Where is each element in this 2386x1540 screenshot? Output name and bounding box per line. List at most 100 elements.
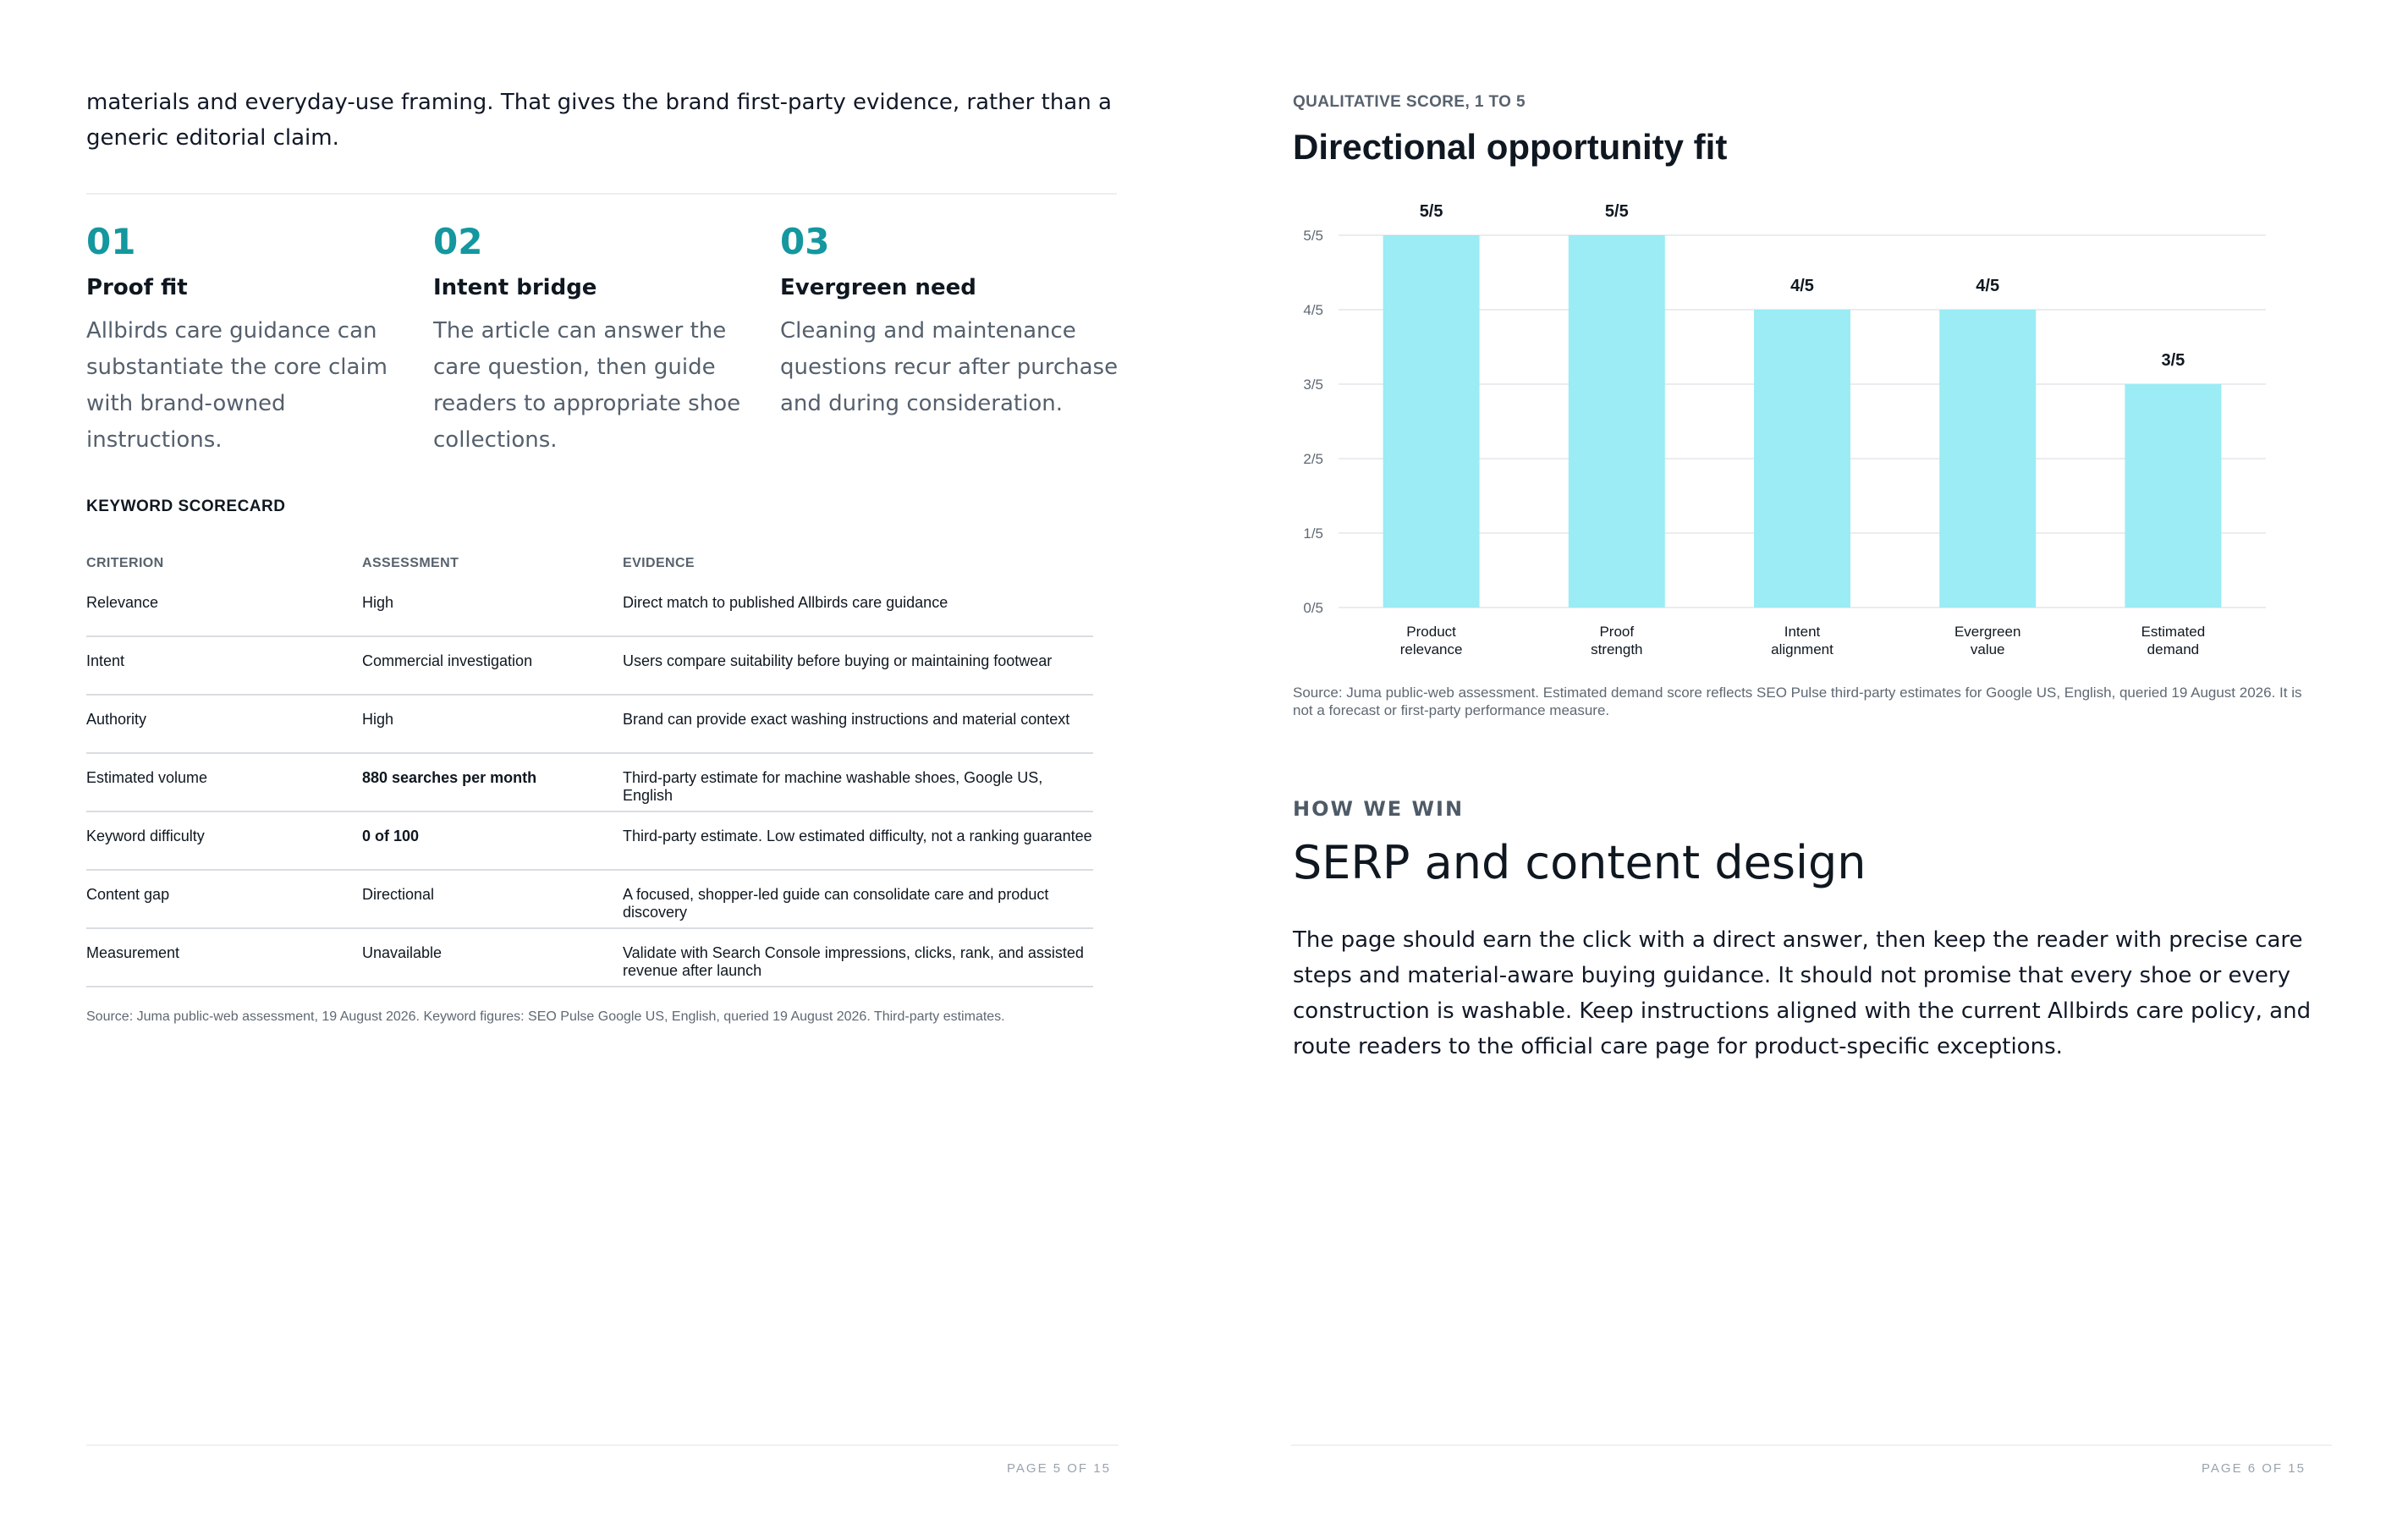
y-tick-label: 3/5 bbox=[1303, 377, 1323, 393]
bar bbox=[1939, 310, 2037, 608]
section-divider bbox=[86, 193, 1117, 195]
cell-text: Estimated volume bbox=[86, 769, 208, 786]
intro-paragraph: materials and everyday-use framing. That… bbox=[86, 90, 1112, 151]
table-row: Authority High Brand can provide exact w… bbox=[86, 695, 1093, 754]
x-tick-label: value bbox=[1971, 641, 2005, 657]
cell-criterion: Keyword difficulty bbox=[86, 811, 362, 871]
cell-criterion: Relevance bbox=[86, 579, 362, 637]
data-label: 5/5 bbox=[1605, 202, 1629, 221]
cell-criterion: Measurement bbox=[86, 928, 362, 987]
page-6: QUALITATIVE SCORE, 1 TO 5 Directional op… bbox=[1193, 0, 2386, 1540]
section-eyebrow: HOW WE WIN bbox=[1293, 797, 1465, 821]
cell-text: Keyword difficulty bbox=[86, 828, 205, 844]
chart-source-note: Source: Juma public-web assessment. Esti… bbox=[1293, 685, 2302, 718]
cell-evidence: Validate with Search Console impressions… bbox=[623, 928, 1093, 987]
y-tick-label: 1/5 bbox=[1303, 525, 1323, 542]
pillar-intent-bridge: 02 Intent bridge The article can answer … bbox=[433, 218, 780, 459]
cell-text: Validate with Search Console impressions… bbox=[623, 944, 1084, 979]
page-number: PAGE 6 OF 15 bbox=[2202, 1461, 2306, 1476]
column-header-criterion: CRITERION bbox=[86, 556, 164, 570]
cell-text: Unavailable bbox=[362, 944, 443, 961]
y-tick-label: 2/5 bbox=[1303, 451, 1323, 467]
x-tick-label: relevance bbox=[1400, 641, 1463, 657]
section-body: The page should earn the click with a di… bbox=[1293, 927, 2312, 1059]
cell-criterion: Estimated volume bbox=[86, 753, 362, 812]
pillar-title: Proof fit bbox=[86, 275, 188, 300]
pillar-proof-fit: 01 Proof fit Allbirds care guidance can … bbox=[86, 218, 433, 459]
x-tick-label: Intent bbox=[1784, 624, 1821, 640]
data-label: 4/5 bbox=[1790, 277, 1814, 295]
cell-text: Intent bbox=[86, 652, 125, 669]
page-number: PAGE 5 OF 15 bbox=[1007, 1461, 1111, 1476]
x-tick-label: Evergreen bbox=[1954, 624, 2020, 640]
table-row: Relevance High Direct match to published… bbox=[86, 579, 1093, 637]
bar bbox=[1383, 235, 1480, 608]
section-title: SERP and content design bbox=[1293, 836, 1866, 889]
cell-text: Measurement bbox=[86, 944, 180, 961]
cell-text: Content gap bbox=[86, 886, 170, 903]
cell-text: Brand can provide exact washing instruct… bbox=[623, 711, 1070, 728]
column-header-assessment: ASSESSMENT bbox=[362, 556, 459, 570]
cell-assessment: High bbox=[362, 695, 623, 754]
cell-text: Relevance bbox=[86, 594, 159, 611]
y-tick-label: 5/5 bbox=[1303, 228, 1323, 244]
x-tick-label: Proof bbox=[1599, 624, 1634, 640]
cell-assessment: High bbox=[362, 579, 623, 637]
cell-evidence: Brand can provide exact washing instruct… bbox=[623, 695, 1093, 754]
cell-assessment: Directional bbox=[362, 870, 623, 929]
cell-text: Directional bbox=[362, 886, 435, 903]
keyword-scorecard-table: CRITERION ASSESSMENT EVIDENCE Relevance … bbox=[86, 548, 1093, 987]
cell-evidence: Users compare suitability before buying … bbox=[623, 636, 1093, 696]
bar bbox=[1754, 310, 1850, 608]
cell-criterion: Intent bbox=[86, 636, 362, 696]
cell-criterion: Authority bbox=[86, 695, 362, 754]
cell-text: Third-party estimate. Low estimated diff… bbox=[623, 828, 1092, 844]
scorecard-title: KEYWORD SCORECARD bbox=[86, 498, 286, 515]
pillar-number: 02 bbox=[433, 221, 483, 262]
cell-assessment: 0 of 100 bbox=[362, 811, 623, 871]
cell-text: 880 searches per month bbox=[362, 769, 537, 786]
bar bbox=[1568, 235, 1665, 608]
cell-text: High bbox=[362, 594, 394, 611]
cell-text: Users compare suitability before buying … bbox=[623, 652, 1053, 669]
table-row: Content gap Directional A focused, shopp… bbox=[86, 870, 1093, 929]
pillar-text: Cleaning and maintenance questions recur… bbox=[780, 318, 1119, 416]
cell-evidence: Third-party estimate for machine washabl… bbox=[623, 753, 1093, 812]
pillar-text: Allbirds care guidance can substantiate … bbox=[86, 318, 388, 453]
cell-text: Third-party estimate for machine washabl… bbox=[623, 769, 1043, 804]
bar bbox=[2125, 384, 2222, 608]
cell-evidence: Direct match to published Allbirds care … bbox=[623, 579, 1093, 637]
x-tick-label: Estimated bbox=[2141, 624, 2206, 640]
data-label: 4/5 bbox=[1976, 277, 1999, 295]
chart-heading: Directional opportunity fit bbox=[1293, 127, 1728, 167]
cell-text: 0 of 100 bbox=[362, 828, 420, 844]
table-header-row: CRITERION ASSESSMENT EVIDENCE bbox=[86, 548, 1093, 579]
table-row: Estimated volume 880 searches per month … bbox=[86, 753, 1093, 812]
cell-criterion: Content gap bbox=[86, 870, 362, 929]
y-tick-label: 4/5 bbox=[1303, 302, 1323, 318]
cell-text: Authority bbox=[86, 711, 147, 728]
cell-assessment: Unavailable bbox=[362, 928, 623, 987]
page-5: materials and everyday-use framing. That… bbox=[86, 90, 1127, 1476]
cell-evidence: A focused, shopper-led guide can consoli… bbox=[623, 870, 1093, 929]
y-tick-label: 0/5 bbox=[1303, 600, 1323, 616]
footer-divider bbox=[86, 1444, 1119, 1446]
column-header-evidence: EVIDENCE bbox=[623, 556, 695, 570]
cell-text: A focused, shopper-led guide can consoli… bbox=[623, 886, 1049, 921]
x-tick-label: strength bbox=[1591, 641, 1642, 657]
data-label: 5/5 bbox=[1420, 202, 1443, 221]
cell-assessment: 880 searches per month bbox=[362, 753, 623, 812]
cell-assessment: Commercial investigation bbox=[362, 636, 623, 696]
cell-text: Direct match to published Allbirds care … bbox=[623, 594, 948, 611]
cell-text: Commercial investigation bbox=[362, 652, 533, 669]
chart-eyebrow: QUALITATIVE SCORE, 1 TO 5 bbox=[1293, 93, 1526, 111]
table-row: Keyword difficulty 0 of 100 Third-party … bbox=[86, 811, 1093, 871]
table-row: Intent Commercial investigation Users co… bbox=[86, 636, 1093, 696]
scorecard-source-note: Source: Juma public-web assessment, 19 A… bbox=[86, 1009, 1005, 1024]
pillar-evergreen-need: 03 Evergreen need Cleaning and maintenan… bbox=[780, 218, 1127, 459]
pillar-number: 03 bbox=[780, 221, 830, 262]
pillar-text: The article can answer the care question… bbox=[433, 318, 741, 453]
pillar-title: Evergreen need bbox=[780, 275, 976, 300]
pillar-number: 01 bbox=[86, 221, 136, 262]
data-label: 3/5 bbox=[2161, 351, 2185, 370]
